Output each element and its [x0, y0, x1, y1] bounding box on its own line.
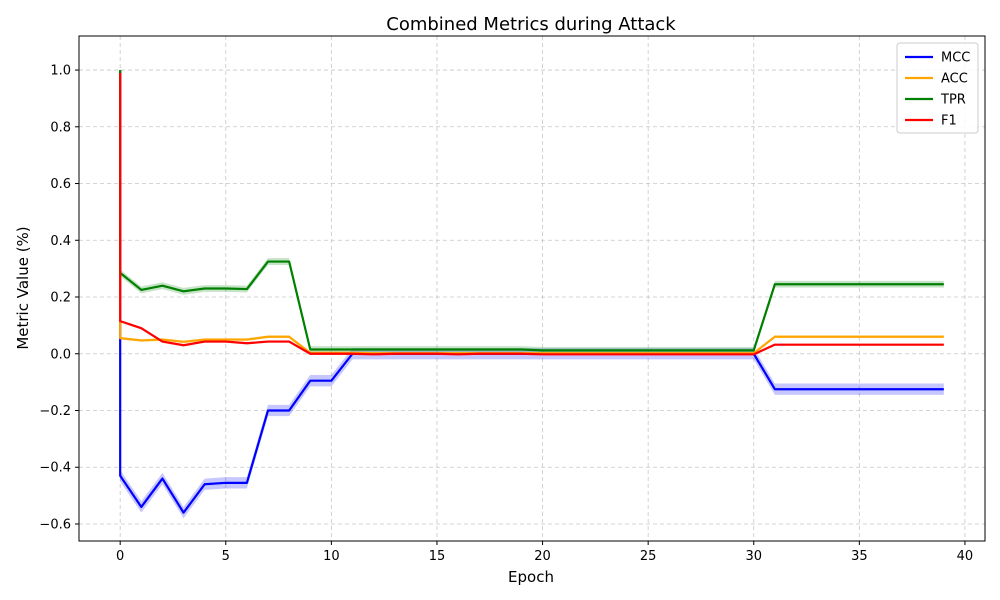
x-tick-label: 15	[429, 549, 446, 564]
legend-label-tpr: TPR	[940, 93, 966, 108]
series-line-acc	[119, 70, 944, 355]
error-bands	[120, 64, 944, 519]
chart-title: Combined Metrics during Attack	[386, 14, 676, 35]
series-line-tpr	[119, 70, 944, 352]
x-tick-label: 40	[957, 549, 974, 564]
legend-label-mcc: MCC	[941, 51, 970, 66]
x-tick-label: 25	[640, 549, 657, 564]
grid	[79, 36, 985, 541]
legend-label-acc: ACC	[941, 72, 968, 87]
x-tick-label: 20	[534, 549, 551, 564]
y-tick-label: 1.0	[50, 64, 71, 79]
y-tick-label: −0.4	[39, 461, 71, 476]
y-tick-label: 0.4	[50, 234, 71, 249]
y-tick-label: −0.6	[39, 517, 71, 532]
x-tick-label: 10	[323, 549, 340, 564]
y-tick-label: 0.8	[50, 120, 71, 135]
band-tpr	[120, 66, 944, 354]
legend-box	[896, 42, 979, 134]
x-tick-label: 35	[851, 549, 868, 564]
legend-label-f1: F1	[941, 114, 957, 129]
y-tick-label: 0.0	[50, 347, 71, 362]
series-line-f1	[119, 72, 944, 356]
x-tick-label: 5	[222, 549, 230, 564]
y-axis-label: Metric Value (%)	[14, 226, 32, 349]
x-tick-label: 30	[745, 549, 762, 564]
series-lines	[119, 70, 944, 514]
x-tick-label: 0	[116, 549, 124, 564]
band-acc	[120, 68, 944, 355]
band-f1	[120, 71, 944, 356]
axis-ticks: 0 5 10 15 20 25 30 35 40 −0.6 −0.4 −0.2 0.0 0.2 0.4 0.6…	[39, 64, 973, 564]
legend: MCC ACC TPR F1	[896, 42, 979, 134]
plot-frame	[78, 35, 986, 542]
y-tick-label: 0.2	[50, 291, 71, 306]
y-tick-label: −0.2	[39, 404, 71, 419]
x-axis-label: Epoch	[508, 568, 554, 586]
y-tick-label: 0.6	[50, 177, 71, 192]
